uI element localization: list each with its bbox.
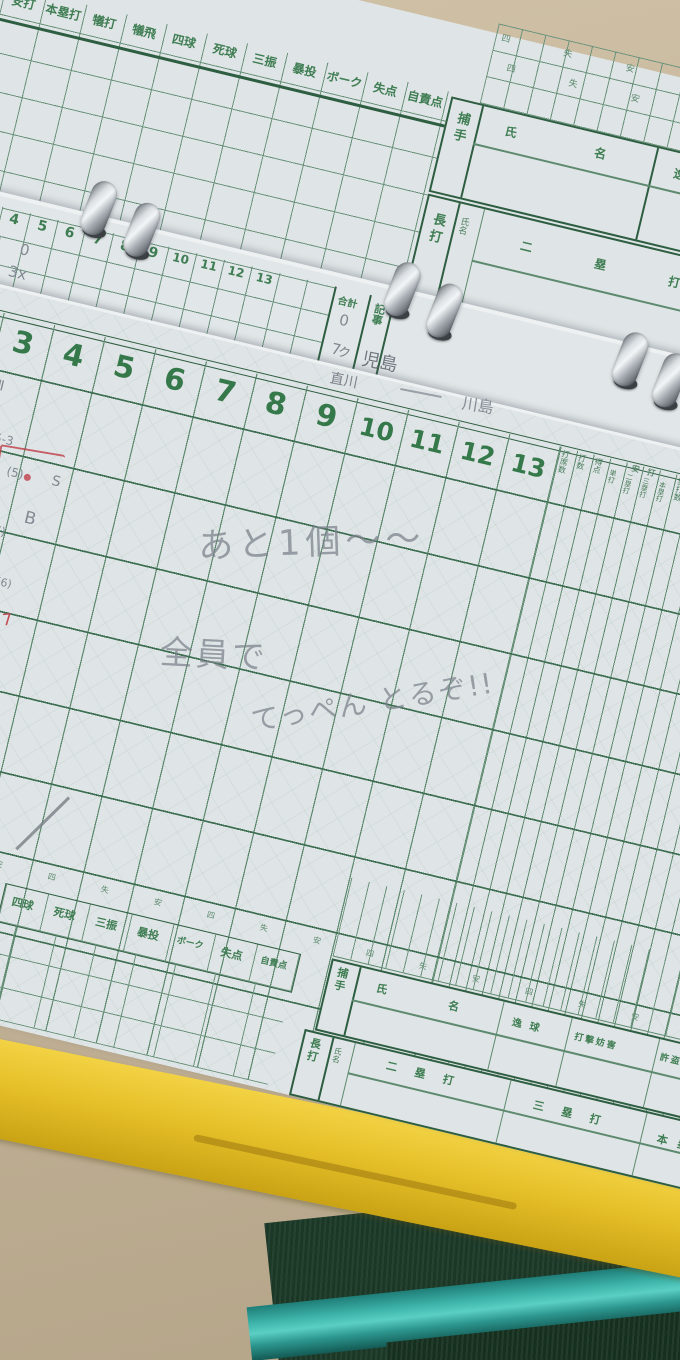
catcher-col: 打撃妨害	[573, 1032, 619, 1053]
total-label: 合計	[336, 295, 359, 311]
extra-base-col: 本塁打	[655, 1132, 680, 1160]
name-sublabel: 氏名	[330, 1046, 344, 1064]
handwritten-total: 0	[337, 310, 351, 331]
catcher-col: 許盗塁	[658, 1052, 680, 1071]
red-run-path	[0, 444, 66, 526]
catcher-label: 捕手	[331, 965, 351, 995]
extra-base-label: 長打	[424, 211, 447, 248]
catcher-col: 逸 球	[672, 166, 680, 200]
catcher-col: 逸球	[510, 1017, 549, 1037]
name-sublabel: 氏名	[455, 215, 470, 236]
score-mark-red: 7	[1, 609, 14, 630]
pitcher-name-note: 川島	[460, 393, 496, 418]
catcher-label: 捕手	[448, 109, 472, 147]
pencil-note-line2: 全員で	[158, 632, 269, 677]
pencil-note-line1: あと1個〜〜	[197, 519, 427, 567]
extra-base-label: 長打	[304, 1036, 323, 1065]
